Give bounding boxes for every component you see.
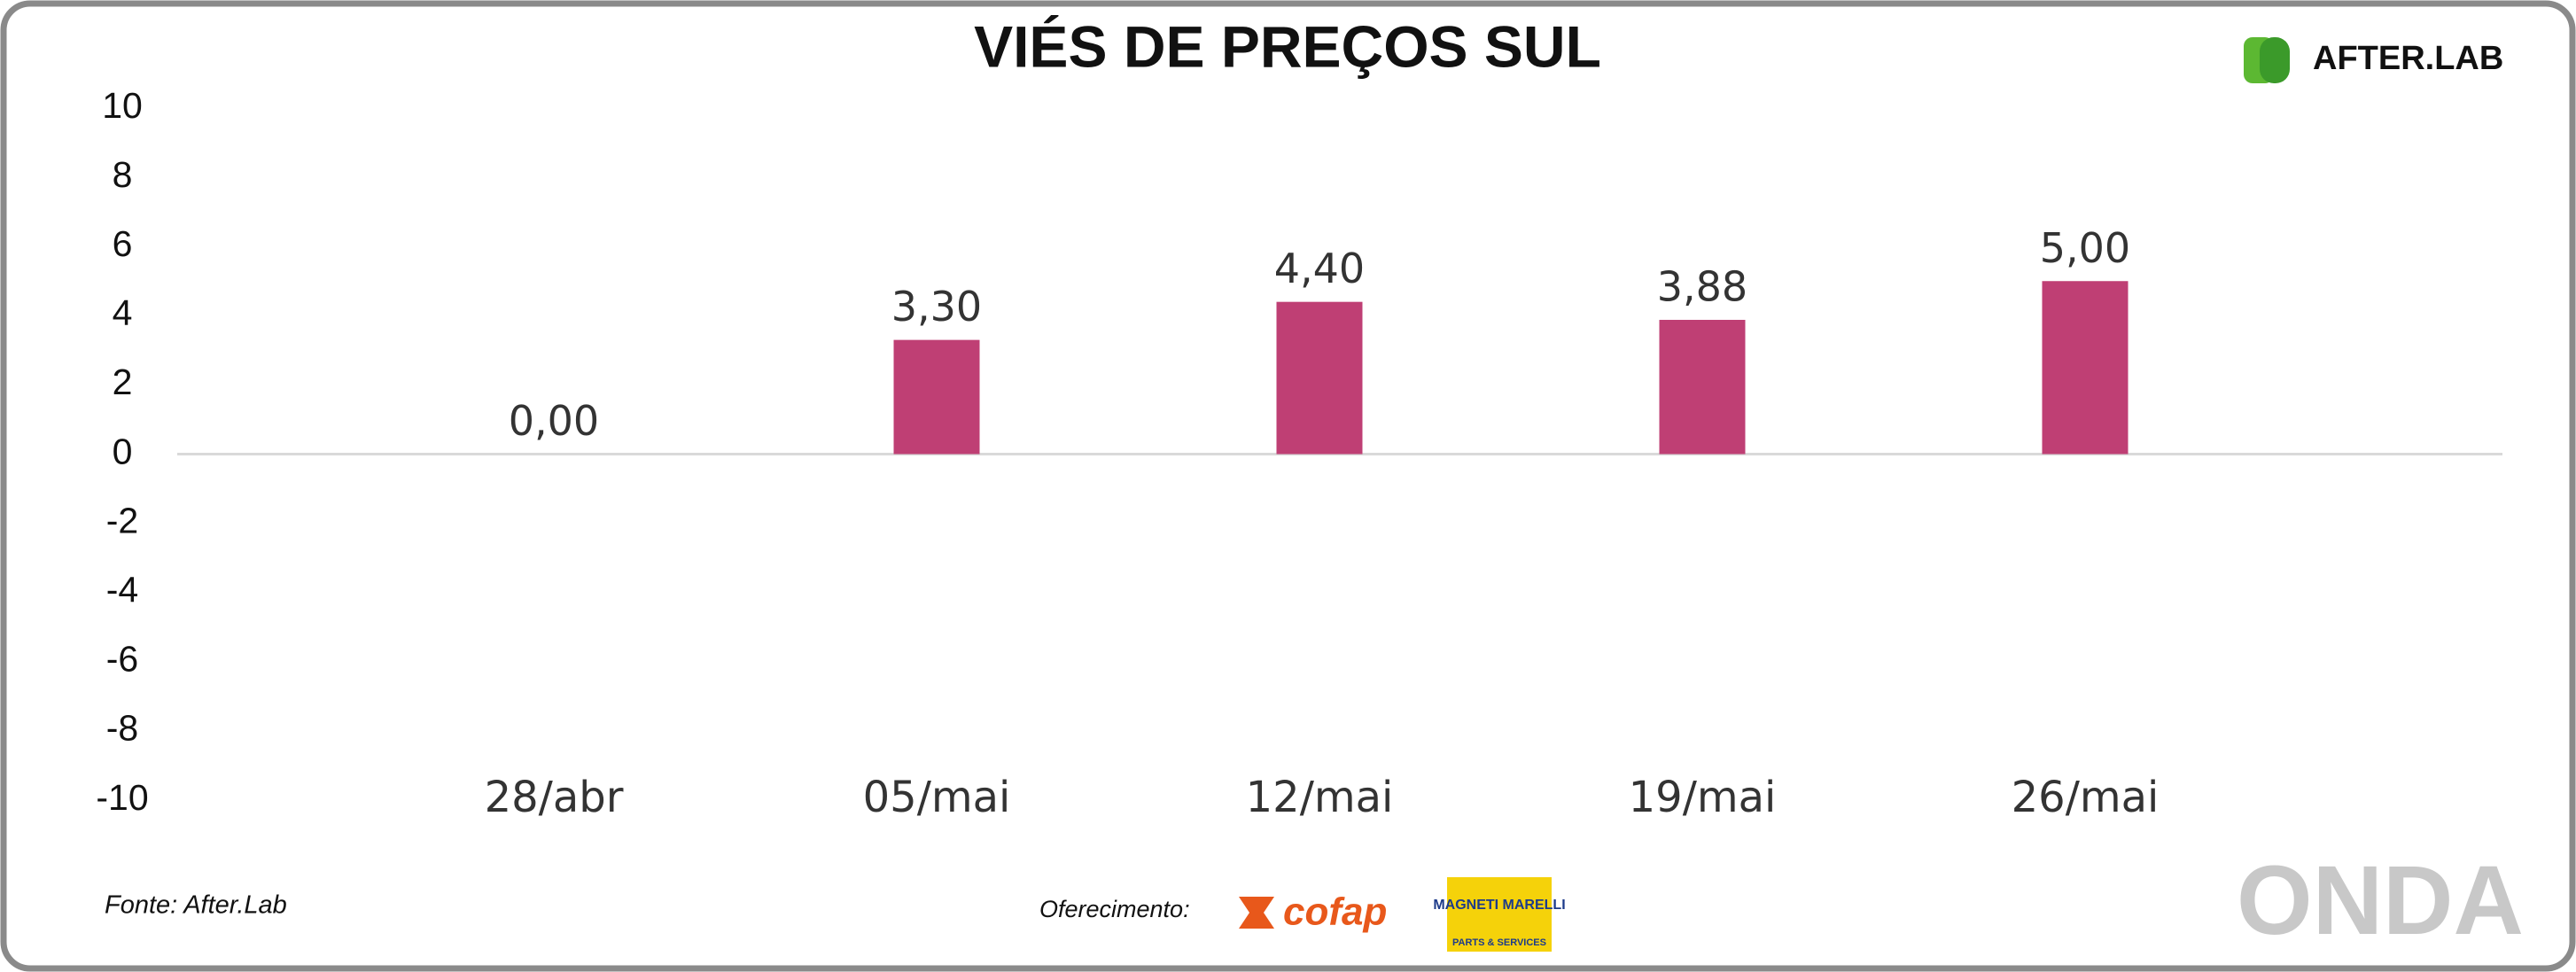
x-tick-label: 12/mai [1246,773,1394,822]
y-tick-label: -6 [106,639,138,680]
y-tick-label: 8 [113,154,133,195]
value-label: 3,30 [891,283,982,330]
magneti-logo: MAGNETI MARELLI PARTS & SERVICES [1433,877,1566,952]
source: Fonte: After.Lab [105,891,287,920]
y-tick-label: -8 [106,708,138,749]
y-tick-label: 2 [113,362,133,402]
logo-text: cofap [1283,890,1387,934]
value-label: 3,88 [1657,262,1747,310]
y-tick-label: 10 [102,85,143,126]
value-label: 4,40 [1274,245,1365,292]
logo-text: AFTER.LAB [2313,40,2503,77]
logo-text: PARTS & SERVICES [1452,937,1546,948]
logo-text: MAGNETI MARELLI [1433,898,1565,913]
y-tick-label: -2 [106,500,138,540]
y-tick-label: 6 [113,223,133,264]
x-tick-label: 28/abr [485,773,624,822]
logo-shape [1239,897,1274,929]
chart-title: VIÉS DE PREÇOS SUL [974,13,1601,79]
afterlab-logo: AFTER.LAB [2244,37,2503,83]
y-tick-label: -10 [96,777,148,818]
y-tick-label: 4 [113,292,133,333]
value-label: 5,00 [2040,224,2130,272]
logo-shape [2260,37,2290,83]
y-tick-label: -4 [106,570,138,610]
y-tick-label: 0 [113,431,133,471]
bar [1659,319,1746,455]
x-tick-label: 05/mai [863,773,1011,822]
sponsor-label: Oferecimento: [1039,896,1190,922]
x-tick-label: 19/mai [1629,773,1777,822]
onda-logo: ONDA [2237,846,2524,955]
x-tick-label: 26/mai [2012,773,2160,822]
value-label: 0,00 [509,397,599,445]
logo-box [1447,877,1552,952]
bar [1276,301,1363,455]
bar [893,339,980,455]
bar [2042,281,2129,455]
cofap-logo: cofap [1239,890,1387,934]
